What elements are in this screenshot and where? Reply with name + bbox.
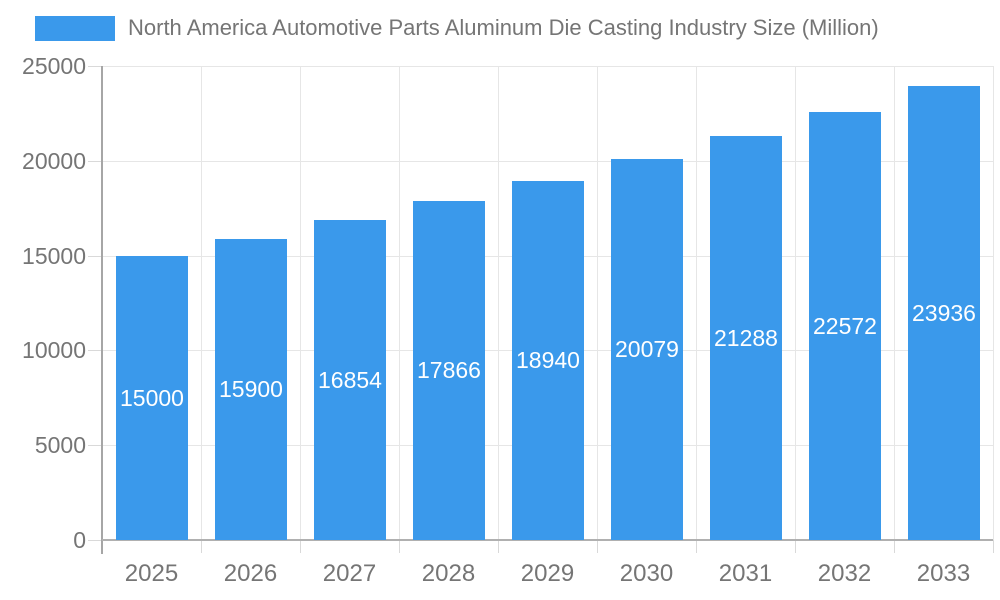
gridline-vertical: [795, 66, 796, 540]
x-axis-tick-label: 2030: [619, 560, 674, 587]
y-axis-line: [101, 66, 103, 554]
x-axis-tick: [597, 540, 598, 553]
y-axis-tick: [88, 66, 102, 67]
gridline-vertical: [300, 66, 301, 540]
bar-value-label: 22572: [813, 312, 877, 339]
x-axis-tick: [993, 540, 994, 553]
bar-value-label: 15900: [219, 376, 283, 402]
gridline-vertical: [894, 66, 895, 540]
y-axis-tick: [88, 540, 102, 541]
x-axis-tick: [300, 540, 301, 553]
x-axis-tick-label: 2025: [124, 560, 179, 587]
y-axis-tick-label: 15000: [22, 243, 86, 269]
y-axis-tick: [88, 256, 102, 257]
x-axis-line: [102, 539, 993, 541]
y-axis-tick-label: 10000: [22, 337, 86, 363]
x-axis-tick-label: 2033: [916, 560, 971, 587]
x-axis-tick: [894, 540, 895, 553]
bar-value-label: 21288: [714, 324, 778, 351]
x-axis-tick-label: 2028: [421, 560, 476, 587]
y-axis-tick: [88, 445, 102, 446]
y-axis-tick: [88, 161, 102, 162]
x-axis-tick: [399, 540, 400, 553]
gridline-vertical: [498, 66, 499, 540]
bar[interactable]: 21288: [710, 136, 782, 540]
y-axis-tick-label: 5000: [34, 432, 86, 458]
gridline-vertical: [696, 66, 697, 540]
bar-value-label: 20079: [615, 336, 679, 362]
bar-value-label: 15000: [120, 384, 184, 411]
gridline-vertical: [201, 66, 202, 540]
bar[interactable]: 16854: [314, 220, 386, 540]
legend-swatch: [35, 15, 115, 41]
x-axis-tick: [498, 540, 499, 553]
bar-value-label: 18940: [516, 347, 580, 373]
x-axis-tick-label: 2029: [520, 560, 575, 587]
y-axis-tick-label: 25000: [22, 53, 86, 79]
gridline-vertical: [399, 66, 400, 540]
bar[interactable]: 18940: [512, 181, 584, 540]
x-axis-tick: [696, 540, 697, 553]
gridline-vertical: [993, 66, 994, 540]
y-axis-tick-label: 20000: [22, 148, 86, 174]
gridline-vertical: [597, 66, 598, 540]
bar-value-label: 23936: [912, 299, 976, 326]
gridline-horizontal: [102, 161, 993, 162]
bar[interactable]: 23936: [908, 86, 980, 540]
bar[interactable]: 15900: [215, 239, 287, 540]
bar-value-label: 17866: [417, 357, 481, 383]
chart-title: North America Automotive Parts Aluminum …: [128, 15, 879, 40]
y-axis-tick: [88, 350, 102, 351]
x-axis-tick: [201, 540, 202, 553]
bar[interactable]: 20079: [611, 159, 683, 540]
gridline-horizontal: [102, 66, 993, 67]
bar[interactable]: 22572: [809, 112, 881, 540]
bar[interactable]: 17866: [413, 201, 485, 540]
x-axis-tick-label: 2027: [322, 560, 377, 587]
x-axis-tick-label: 2032: [817, 560, 872, 587]
x-axis-tick-label: 2031: [718, 560, 773, 587]
bar[interactable]: 15000: [116, 256, 188, 540]
x-axis-tick-label: 2026: [223, 560, 278, 587]
chart-legend[interactable]: North America Automotive Parts Aluminum …: [35, 15, 879, 41]
x-axis-tick: [795, 540, 796, 553]
y-axis-tick-label: 0: [73, 527, 86, 553]
bar-value-label: 16854: [318, 366, 382, 393]
